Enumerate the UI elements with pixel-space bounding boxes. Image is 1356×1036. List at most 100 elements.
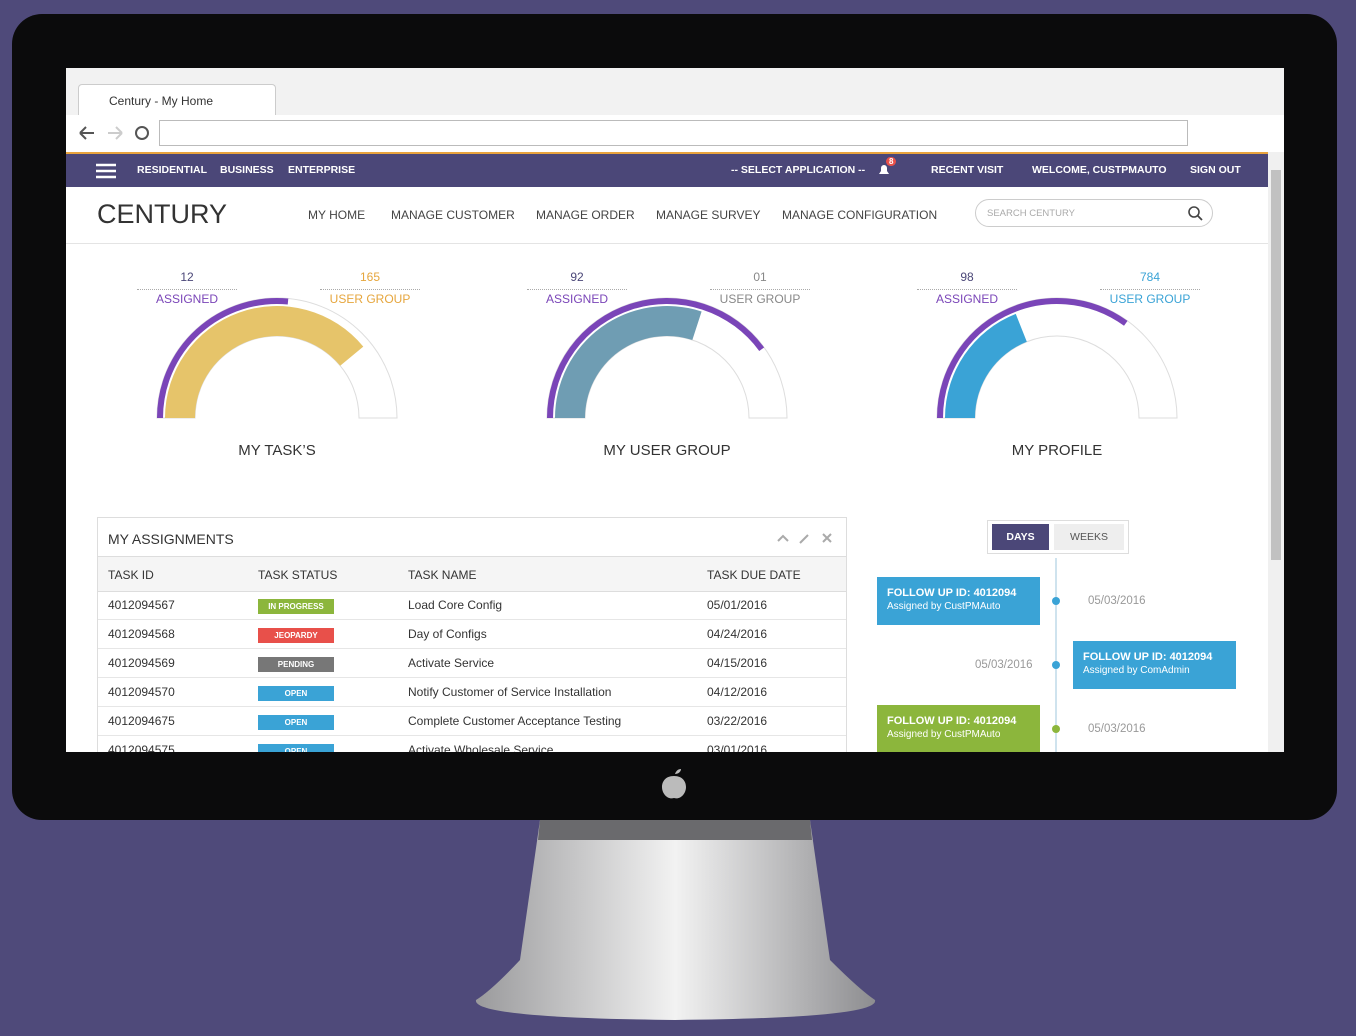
select-application[interactable]: -- SELECT APPLICATION --: [731, 164, 866, 176]
card-subtitle: Assigned by ComAdmin: [1083, 665, 1190, 676]
tab-title: Century - My Home: [109, 94, 214, 108]
gauge-fill: [165, 306, 364, 418]
assignments-panel: MY ASSIGNMENTS TASK ID TASK STATUS TASK NA…: [97, 517, 847, 752]
card-title: FOLLOW UP ID: 4012094: [1083, 651, 1213, 663]
timeline-dot: [1052, 661, 1060, 669]
due-date: 03/01/2016: [707, 743, 768, 752]
sign-out[interactable]: SIGN OUT: [1190, 164, 1241, 176]
nav-link[interactable]: MANAGE CONFIGURATION: [782, 208, 938, 222]
timeline-line: [1055, 558, 1057, 752]
nav-link[interactable]: MANAGE CUSTOMER: [391, 208, 515, 222]
status-badge: JEOPARDY: [258, 628, 334, 643]
assigned-value: 12: [180, 270, 194, 284]
address-bar: [66, 115, 1284, 153]
table-row: [98, 707, 846, 736]
status-badge: OPEN: [258, 686, 334, 701]
table-header: [98, 557, 846, 592]
task-id: 4012094568: [108, 627, 175, 641]
url-field[interactable]: [159, 120, 1188, 146]
bell-icon[interactable]: [876, 162, 892, 178]
days-tab[interactable]: DAYS: [992, 524, 1049, 550]
due-date: 04/24/2016: [707, 627, 768, 641]
gauge-title: MY TASK’S: [238, 442, 316, 459]
search-placeholder: SEARCH CENTURY: [987, 208, 1075, 219]
logo[interactable]: CENTURY: [97, 199, 228, 229]
column-header: TASK ID: [108, 568, 154, 582]
recent-visit[interactable]: RECENT VISIT: [931, 164, 1004, 176]
scroll-thumb[interactable]: [1271, 170, 1281, 560]
group-label: USER GROUP: [1100, 289, 1200, 306]
task-id: 4012094570: [108, 685, 175, 699]
screen: Century - My Home RESIDENTIAL BUSINESS E…: [66, 68, 1284, 752]
notification-badge: 8: [886, 157, 897, 166]
nav-link[interactable]: MANAGE ORDER: [536, 208, 635, 222]
column-header: TASK DUE DATE: [707, 568, 801, 582]
task-name: Day of Configs: [408, 627, 487, 641]
card-subtitle: Assigned by CustPMAuto: [887, 729, 1001, 740]
task-id: 4012094569: [108, 656, 175, 670]
menu-icon[interactable]: [96, 163, 118, 179]
due-date: 03/22/2016: [707, 714, 768, 728]
group-value: 165: [359, 270, 381, 284]
gauge-progress: [937, 298, 1128, 419]
timeline-dot: [1052, 725, 1060, 733]
search-box[interactable]: SEARCH CENTURY: [975, 199, 1213, 227]
timeline-card: FOLLOW UP ID: 4012094 Assigned by CustPMA…: [877, 577, 1040, 625]
nav-link[interactable]: MANAGE SURVEY: [656, 208, 761, 222]
status-badge: IN PROGRESS: [258, 599, 334, 614]
due-date: 05/01/2016: [707, 598, 768, 612]
nav-link[interactable]: MY HOME: [308, 208, 366, 222]
group-value: 01: [753, 270, 767, 284]
timeline-dot: [1052, 597, 1060, 605]
header: CENTURY MY HOME MANAGE CUSTOMER MANAGE O…: [66, 187, 1268, 244]
card-subtitle: Assigned by CustPMAuto: [887, 601, 1001, 612]
card-title: FOLLOW UP ID: 4012094: [887, 715, 1017, 727]
tab-bar: Century - My Home: [66, 68, 1284, 116]
task-name: Notify Customer of Service Installation: [408, 685, 612, 699]
search-icon: [1188, 206, 1203, 221]
panel-header: [98, 518, 846, 557]
task-name: Load Core Config: [408, 598, 503, 612]
scrollbar: [1268, 152, 1284, 752]
card-date: 05/03/2016: [975, 659, 1033, 671]
assigned-label: ASSIGNED: [917, 289, 1017, 306]
gauge-fill: [945, 313, 1027, 418]
welcome[interactable]: WELCOME, CUSTPMAUTO: [1032, 164, 1167, 176]
top-link[interactable]: RESIDENTIAL: [137, 164, 208, 176]
card-date: 05/03/2016: [1088, 595, 1146, 607]
panel-tools[interactable]: [776, 531, 836, 545]
task-name: Activate Service: [408, 656, 495, 670]
status-badge: PENDING: [258, 657, 334, 672]
group-value: 784: [1139, 270, 1161, 284]
panel-title: MY ASSIGNMENTS: [108, 531, 234, 547]
status-badge: OPEN: [258, 744, 334, 752]
top-link[interactable]: ENTERPRISE: [288, 164, 356, 176]
top-link[interactable]: BUSINESS: [220, 164, 274, 176]
due-date: 04/12/2016: [707, 685, 768, 699]
column-header: TASK STATUS: [258, 568, 338, 582]
task-name: Complete Customer Acceptance Testing: [408, 714, 622, 728]
assigned-label: ASSIGNED: [137, 289, 237, 306]
gauge-title: MY PROFILE: [1011, 442, 1103, 459]
nav-icons[interactable]: [76, 123, 156, 143]
card-date: 05/03/2016: [1088, 723, 1146, 735]
browser-tab[interactable]: Century - My Home: [78, 84, 276, 116]
gauge-progress: [547, 298, 765, 419]
table-row: [98, 591, 846, 620]
table-row: [98, 649, 846, 678]
gauges: [156, 297, 1178, 419]
table-row: [98, 678, 846, 707]
task-id: 4012094567: [108, 598, 175, 612]
weeks-tab[interactable]: WEEKS: [1054, 524, 1124, 550]
task-id: 4012094575: [108, 743, 175, 752]
assigned-value: 98: [960, 270, 974, 284]
top-bar: RESIDENTIAL BUSINESS ENTERPRISE -- SELEC…: [66, 152, 1268, 187]
group-label: USER GROUP: [320, 289, 420, 306]
assigned-label: ASSIGNED: [527, 289, 627, 306]
table-row: [98, 620, 846, 649]
status-badge: OPEN: [258, 715, 334, 730]
task-name: Activate Wholesale Service: [408, 743, 554, 752]
timeline-card: FOLLOW UP ID: 4012094 Assigned by ComAdmi…: [1073, 641, 1236, 689]
